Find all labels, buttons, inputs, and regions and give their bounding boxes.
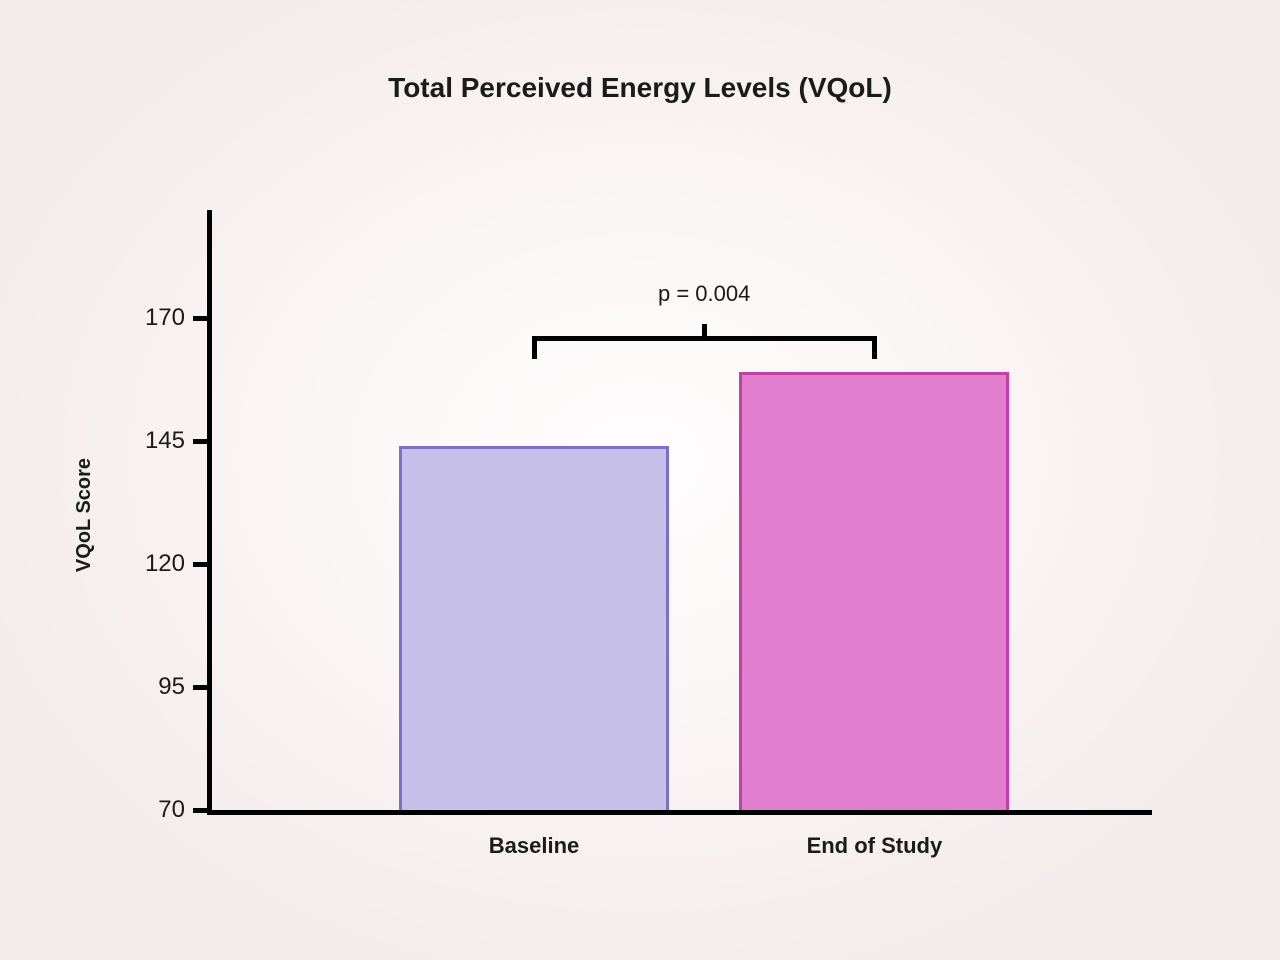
y-tick-label: 95 [115, 673, 185, 701]
x-tick-label: End of Study [709, 833, 1039, 859]
y-axis-line [207, 210, 212, 815]
x-axis-line [207, 810, 1152, 815]
y-tick [193, 439, 207, 444]
y-tick [193, 808, 207, 813]
y-tick-label: 170 [115, 304, 185, 332]
bar-end-of-study [739, 372, 1009, 810]
y-tick-label: 120 [115, 550, 185, 578]
annotation-bracket-cap-left [532, 336, 537, 359]
plot-area: VQoL Score p = 0.004 7095120145170Baseli… [212, 220, 1132, 810]
annotation-bracket-cap-right [872, 336, 877, 359]
y-tick [193, 562, 207, 567]
x-tick-label: Baseline [369, 833, 699, 859]
chart-canvas: Total Perceived Energy Levels (VQoL) VQo… [0, 0, 1280, 960]
chart-title: Total Perceived Energy Levels (VQoL) [0, 72, 1280, 104]
bar-baseline [399, 446, 669, 810]
y-tick [193, 316, 207, 321]
annotation-center-tick [702, 324, 707, 338]
y-tick-label: 145 [115, 427, 185, 455]
p-value-annotation: p = 0.004 [604, 281, 804, 307]
y-tick-label: 70 [115, 796, 185, 824]
y-axis-label: VQoL Score [73, 405, 96, 625]
y-tick [193, 685, 207, 690]
